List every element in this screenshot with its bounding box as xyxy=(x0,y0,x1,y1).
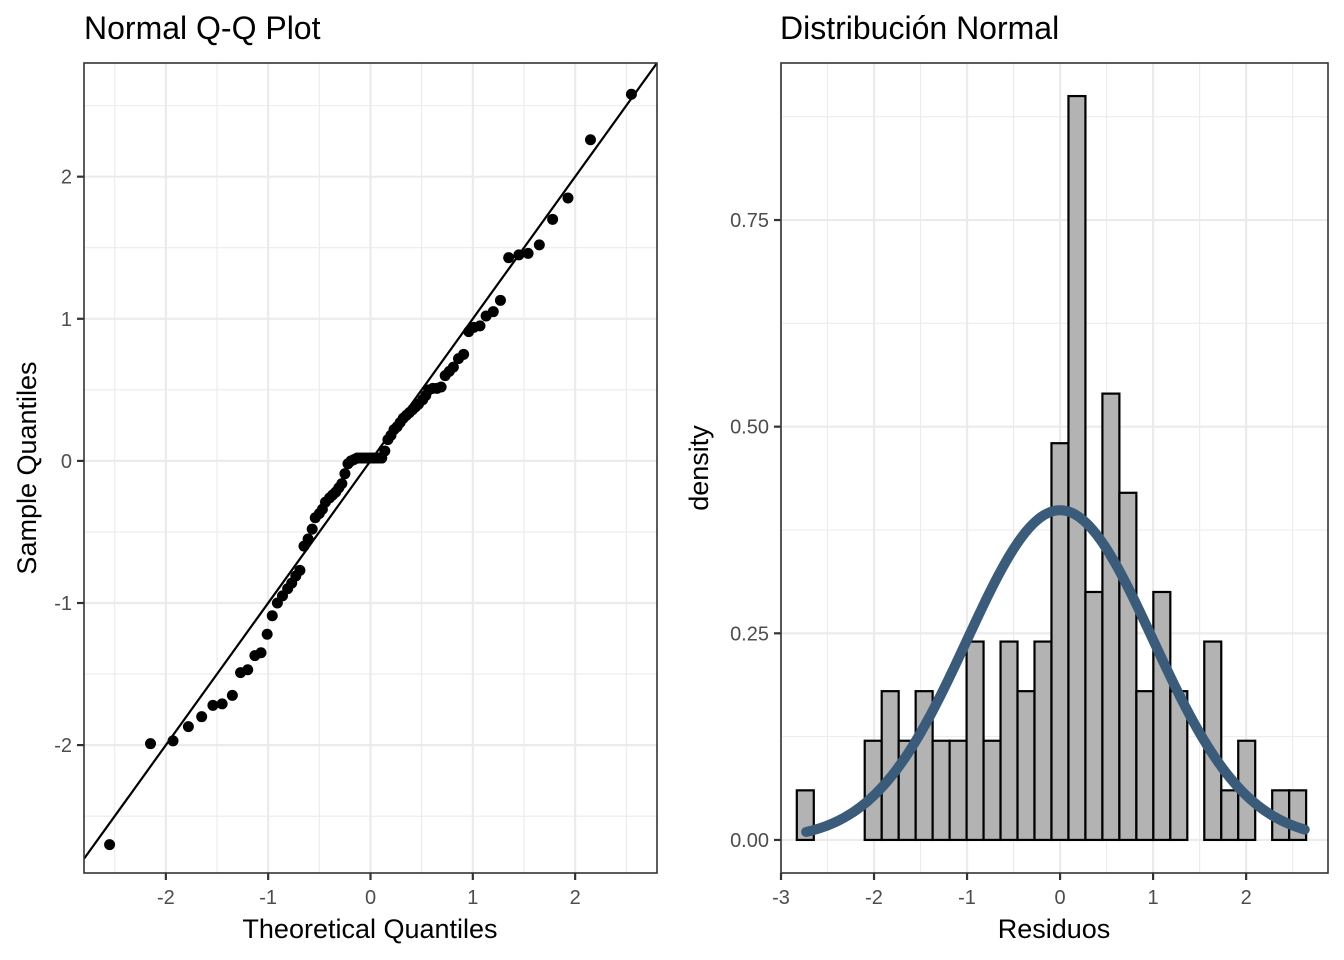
y-tick-label: 2 xyxy=(61,167,72,189)
qq-point xyxy=(494,294,506,306)
qq-point xyxy=(513,249,525,261)
qq-point xyxy=(474,320,486,332)
histogram-bar xyxy=(1220,789,1240,842)
histogram-axes: -3 -2 -1 0 1 2 0.00 0.25 0.50 0.75 xyxy=(730,210,1252,909)
qq-point xyxy=(182,721,194,733)
histogram-marks xyxy=(795,94,1310,842)
qq-point xyxy=(216,698,228,710)
y-tick-label: 0.25 xyxy=(730,623,769,645)
histogram-bar xyxy=(1050,442,1070,842)
qq-point xyxy=(487,306,499,318)
qq-point xyxy=(522,247,534,259)
histogram-bar xyxy=(1118,491,1138,842)
y-tick-label: 1 xyxy=(61,309,72,331)
qq-point xyxy=(104,839,116,851)
histogram-bar xyxy=(982,739,1002,842)
y-tick-label: 0 xyxy=(61,451,72,473)
histogram-bar xyxy=(1033,640,1053,842)
qq-grid xyxy=(84,63,657,873)
x-tick-label: 2 xyxy=(570,887,581,909)
histogram-bar xyxy=(1152,590,1172,842)
qq-point xyxy=(336,478,348,490)
histogram-bar xyxy=(1067,94,1087,842)
qq-point xyxy=(242,664,254,676)
qq-plot-title: Normal Q-Q Plot xyxy=(84,10,321,46)
qq-point xyxy=(447,361,459,373)
x-tick-label: -1 xyxy=(259,887,277,909)
normal-density-curve xyxy=(801,505,1310,837)
qq-point xyxy=(226,689,238,701)
histogram-bar xyxy=(1084,590,1104,842)
histogram-bar xyxy=(1101,392,1121,842)
qq-y-axis-title: Sample Quantiles xyxy=(12,361,42,574)
qq-point xyxy=(584,134,596,146)
qq-point xyxy=(547,213,559,225)
qq-axes: -2 -1 0 1 2 -2 -1 0 1 2 xyxy=(54,167,581,909)
histogram-bar xyxy=(948,739,968,842)
qq-point xyxy=(302,533,314,545)
qq-point xyxy=(261,628,273,640)
y-tick-label: -2 xyxy=(54,735,72,757)
histogram-bar xyxy=(931,739,951,842)
qq-point xyxy=(207,699,219,711)
qq-point xyxy=(145,738,157,750)
x-tick-label: 0 xyxy=(1055,887,1066,909)
y-tick-label: -1 xyxy=(54,593,72,615)
qq-point xyxy=(533,239,545,251)
y-tick-label: 0.75 xyxy=(730,210,769,232)
qq-point xyxy=(458,348,470,360)
histogram-y-axis-title: density xyxy=(684,425,714,511)
qq-point xyxy=(266,610,278,622)
x-tick-label: 2 xyxy=(1241,887,1252,909)
qq-point xyxy=(625,88,637,100)
x-tick-label: -3 xyxy=(772,887,790,909)
qq-x-axis-title: Theoretical Quantiles xyxy=(242,914,497,944)
qq-point xyxy=(379,445,391,457)
histogram-bar xyxy=(1135,690,1155,842)
histogram-bar xyxy=(999,640,1019,842)
histogram-x-axis-title: Residuos xyxy=(998,914,1111,944)
histogram-bar xyxy=(965,640,985,842)
qq-marks xyxy=(84,63,657,860)
qq-point xyxy=(255,647,267,659)
x-tick-label: 1 xyxy=(1148,887,1159,909)
qq-plot-panel: Normal Q-Q Plot -2 -1 0 1 2 -2 -1 0 1 2 Theoretic… xyxy=(12,10,658,944)
histogram-bar xyxy=(1016,690,1036,842)
qq-point xyxy=(435,381,447,393)
y-tick-label: 0.50 xyxy=(730,417,769,439)
y-tick-label: 0.00 xyxy=(730,830,769,852)
x-tick-label: 0 xyxy=(365,887,376,909)
qq-point xyxy=(167,735,179,747)
qq-point xyxy=(339,468,351,480)
histogram-panel: Distribución Normal -3 -2 -1 0 1 2 0.00 0.25 0.5… xyxy=(684,10,1329,944)
x-tick-label: 1 xyxy=(467,887,478,909)
qq-point xyxy=(294,564,306,576)
qq-point xyxy=(306,523,318,535)
x-tick-label: -2 xyxy=(157,887,175,909)
qq-point xyxy=(562,192,574,204)
qq-point xyxy=(196,711,208,723)
x-tick-label: -1 xyxy=(958,887,976,909)
x-tick-label: -2 xyxy=(865,887,883,909)
qq-point xyxy=(503,252,515,264)
histogram-panel-border xyxy=(780,62,1329,874)
histogram-title: Distribución Normal xyxy=(780,10,1059,46)
